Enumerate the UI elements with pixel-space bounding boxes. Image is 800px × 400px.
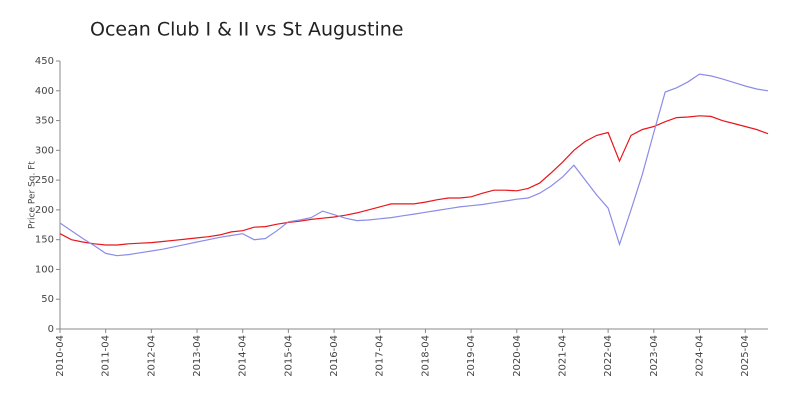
y-axis-label: Price Per Sq. Ft [28,161,38,229]
x-tick-label: 2025-04 [740,335,751,377]
x-tick-label: 2021-04 [557,335,568,377]
x-tick-label: 2023-04 [649,335,660,377]
y-tick-label: 0 [48,324,54,335]
x-tick-label: 2018-04 [420,335,431,377]
y-tick-label: 200 [35,205,54,216]
y-tick-label: 300 [35,145,54,156]
x-tick-label: 2011-04 [101,335,112,377]
y-tick-label: 350 [35,116,54,127]
x-tick-label: 2019-04 [466,335,477,377]
series-line [59,73,769,257]
series-line [59,115,769,246]
x-tick-label: 2022-04 [603,335,614,377]
x-tick-label: 2014-04 [238,335,249,377]
x-tick-label: 2024-04 [694,335,705,377]
x-tick-label: 2020-04 [512,335,523,377]
x-tick-label: 2016-04 [329,335,340,377]
y-tick-label: 250 [35,175,54,186]
y-tick-label: 150 [35,235,54,246]
y-tick-label: 100 [35,264,54,275]
y-tick-label: 400 [35,86,54,97]
y-tick-label: 450 [35,56,54,67]
x-tick-label: 2015-04 [283,335,294,377]
x-tick-label: 2017-04 [375,335,386,377]
x-tick-label: 2012-04 [146,335,157,377]
x-tick-label: 2013-04 [192,335,203,377]
x-tick-label: 2010-04 [55,335,66,377]
y-tick-label: 50 [41,294,54,305]
chart-title: Ocean Club I & II vs St Augustine [90,19,403,41]
